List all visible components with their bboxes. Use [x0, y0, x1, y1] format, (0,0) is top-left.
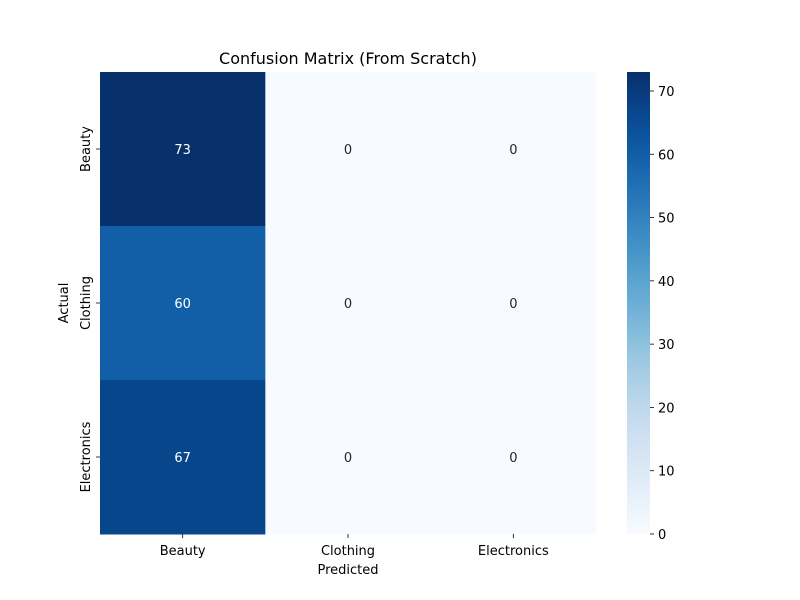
- y-tick-label: Beauty: [79, 126, 94, 172]
- cell-annotations: 73 0 0 60 0 0 67 0 0: [174, 143, 517, 466]
- heatmap-cell: [430, 72, 597, 227]
- y-axis: Beauty Clothing Electronics: [79, 126, 100, 492]
- heatmap-cell: [100, 380, 266, 535]
- y-tick-label: Electronics: [79, 421, 94, 492]
- heatmap-cell: [100, 226, 266, 381]
- heatmap-cell: [430, 226, 597, 381]
- y-tick-label: Clothing: [79, 276, 94, 330]
- heatmap-cell: [265, 226, 432, 381]
- heatmap-cell: [265, 380, 432, 535]
- cell-annotation: 60: [174, 297, 191, 312]
- heatmap-cell: [265, 72, 432, 227]
- colorbar-tick-label: 10: [658, 465, 675, 480]
- heatmap-cells: [100, 72, 597, 535]
- y-axis-label: Actual: [57, 283, 72, 324]
- x-tick-label: Beauty: [160, 544, 206, 559]
- colorbar: [627, 72, 650, 534]
- cell-annotation: 0: [344, 143, 352, 158]
- cell-annotation: 0: [509, 451, 517, 466]
- colorbar-ticks: 0 10 20 30 40 50 60 70: [650, 85, 675, 543]
- cell-annotation: 73: [174, 143, 191, 158]
- cell-annotation: 0: [509, 297, 517, 312]
- cell-annotation: 0: [509, 143, 517, 158]
- heatmap-cell: [100, 72, 266, 227]
- colorbar-tick-label: 20: [658, 401, 675, 416]
- colorbar-tick-label: 0: [658, 528, 666, 543]
- x-tick-label: Clothing: [321, 544, 375, 559]
- x-axis-label: Predicted: [317, 563, 378, 578]
- heatmap-cell: [430, 380, 597, 535]
- colorbar-tick-label: 40: [658, 275, 675, 290]
- x-axis: Beauty Clothing Electronics: [160, 534, 549, 559]
- colorbar-tick-label: 70: [658, 85, 675, 100]
- colorbar-tick-label: 50: [658, 212, 675, 227]
- colorbar-tick-label: 30: [658, 338, 675, 353]
- x-tick-label: Electronics: [478, 544, 549, 559]
- cell-annotation: 67: [174, 451, 191, 466]
- chart-title: Confusion Matrix (From Scratch): [219, 49, 477, 68]
- cell-annotation: 0: [344, 297, 352, 312]
- colorbar-tick-label: 60: [658, 148, 675, 163]
- cell-annotation: 0: [344, 451, 352, 466]
